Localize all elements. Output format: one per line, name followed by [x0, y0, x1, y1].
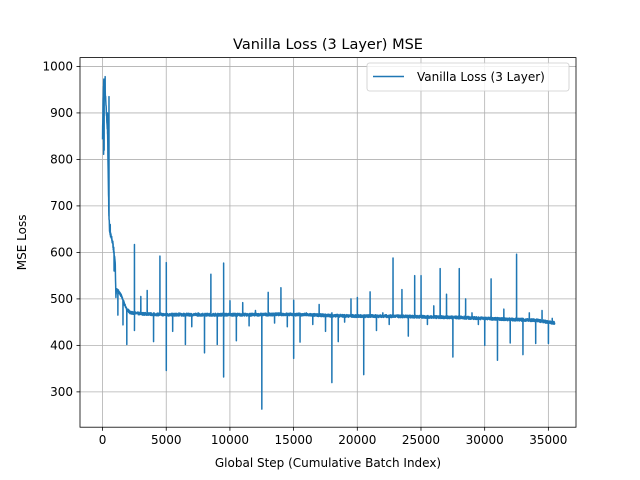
x-tick-label: 0 — [99, 433, 107, 447]
y-axis-label: MSE Loss — [15, 215, 29, 271]
y-tick-label: 500 — [50, 292, 73, 306]
y-tick-label: 800 — [50, 153, 73, 167]
legend-label: Vanilla Loss (3 Layer) — [417, 70, 545, 84]
legend-box — [366, 62, 570, 92]
y-tick-label: 900 — [50, 106, 73, 120]
plot-frame — [79, 57, 577, 428]
x-tick-label: 25000 — [402, 433, 440, 447]
plot-area — [101, 75, 556, 410]
x-tick-label: 5000 — [151, 433, 182, 447]
y-tick-label: 700 — [50, 199, 73, 213]
series-line-vanilla-loss — [101, 75, 556, 410]
y-tick-label: 600 — [50, 246, 73, 260]
axis-ticks: 0 5000 10000 15000 20000 25000 30000 35000 300 40… — [42, 60, 567, 447]
y-tick-label: 300 — [50, 385, 73, 399]
y-tick-label: 1000 — [42, 60, 73, 74]
x-axis-label: Global Step (Cumulative Batch Index) — [215, 456, 441, 470]
legend: Vanilla Loss (3 Layer) — [366, 62, 570, 92]
x-tick-label: 35000 — [529, 433, 567, 447]
chart-title: Vanilla Loss (3 Layer) MSE — [233, 37, 423, 53]
x-tick-label: 20000 — [338, 433, 376, 447]
x-tick-label: 30000 — [466, 433, 504, 447]
grid — [80, 57, 576, 428]
y-tick-label: 400 — [50, 339, 73, 353]
x-tick-label: 10000 — [211, 433, 249, 447]
x-tick-label: 15000 — [275, 433, 313, 447]
